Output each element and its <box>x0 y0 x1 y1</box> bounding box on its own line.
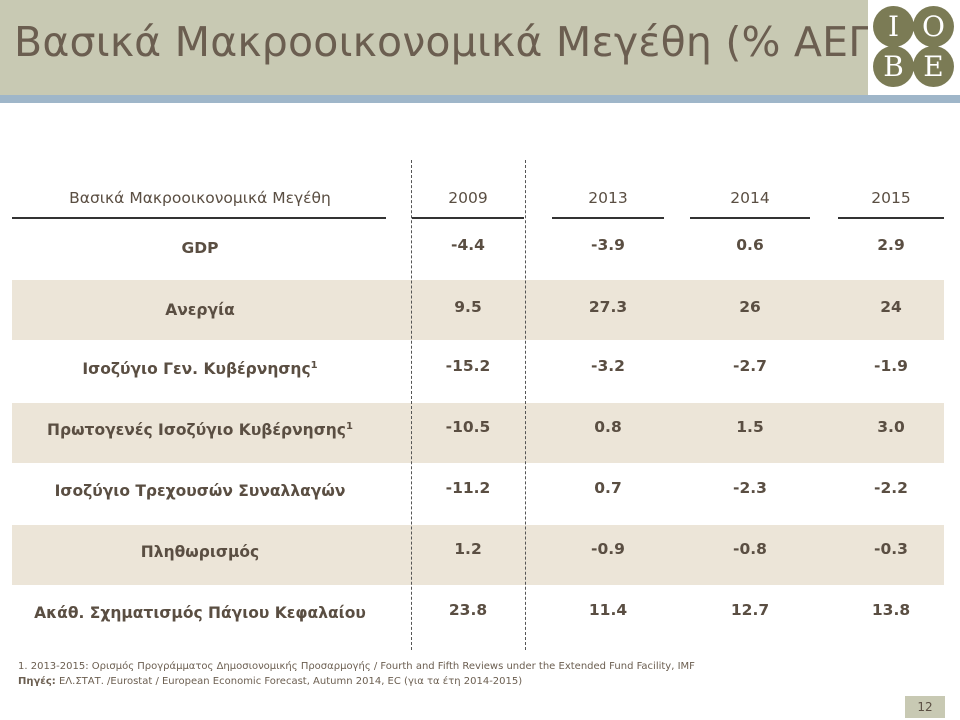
logo-letter-o: O <box>913 6 954 47</box>
table-cell: 3.0 <box>877 418 905 436</box>
sources-label: Πηγές: <box>18 676 56 687</box>
table-row-label: Πρωτογενές Ισοζύγιο Κυβέρνησης1 <box>47 421 353 440</box>
year-header-2009: 2009 <box>448 189 488 207</box>
table-row-label: GDP <box>181 239 219 258</box>
header-rule <box>838 217 944 219</box>
table-cell: -3.9 <box>591 236 625 254</box>
table-header-label: Βασικά Μακροοικονομικά Μεγέθη <box>69 189 331 207</box>
logo-letter-e: E <box>913 46 954 87</box>
table-cell: 26 <box>739 298 761 316</box>
header-rule <box>12 217 386 219</box>
page-title: Βασικά Μακροοικονομικά Μεγέθη (% ΑΕΠ) <box>14 18 896 66</box>
table-cell: -1.9 <box>874 357 908 375</box>
table-cell: 13.8 <box>871 601 911 619</box>
header-rule <box>412 217 524 219</box>
sources-text: ΕΛ.ΣΤΑΤ. /Eurostat / European Economic F… <box>55 676 523 687</box>
table-row-label: Ισοζύγιο Τρεχουσών Συναλλαγών <box>54 482 346 501</box>
table-cell: 1.5 <box>736 418 764 436</box>
table-cell: 0.6 <box>736 236 764 254</box>
header-rule <box>690 217 810 219</box>
table-cell: -10.5 <box>445 418 491 436</box>
header-rule <box>552 217 664 219</box>
table-cell: 12.7 <box>730 601 770 619</box>
table-cell: 1.2 <box>454 540 482 558</box>
table-cell: -2.2 <box>874 479 908 497</box>
table-cell: -0.9 <box>591 540 625 558</box>
row-band <box>12 403 944 463</box>
page-number: 12 <box>905 696 945 718</box>
table-cell: 0.7 <box>594 479 622 497</box>
table-cell: -3.2 <box>591 357 625 375</box>
table-row-label: Ακάθ. Σχηματισμός Πάγιου Κεφαλαίου <box>34 604 366 623</box>
iobe-logo: I O B E <box>868 0 960 95</box>
header-bar: Βασικά Μακροοικονομικά Μεγέθη (% ΑΕΠ) <box>0 0 895 95</box>
accent-bar <box>0 95 960 103</box>
table-row-label: Ανεργία <box>165 301 235 320</box>
table-cell: 11.4 <box>588 601 628 619</box>
table-cell: -0.8 <box>733 540 767 558</box>
table-cell: -15.2 <box>445 357 491 375</box>
table-cell: -11.2 <box>445 479 491 497</box>
year-header-2013: 2013 <box>588 189 628 207</box>
year-header-2015: 2015 <box>871 189 911 207</box>
logo-letter-b: B <box>873 46 914 87</box>
table-cell: -4.4 <box>451 236 485 254</box>
table-cell: 23.8 <box>448 601 488 619</box>
sources-note: Πηγές: ΕΛ.ΣΤΑΤ. /Eurostat / European Eco… <box>18 676 522 687</box>
row-band <box>12 280 944 340</box>
row-band <box>12 525 944 585</box>
column-divider-dashed <box>411 160 412 650</box>
table-cell: -2.3 <box>733 479 767 497</box>
year-header-2014: 2014 <box>730 189 770 207</box>
table-cell: 27.3 <box>588 298 628 316</box>
table-cell: -0.3 <box>874 540 908 558</box>
table-cell: 2.9 <box>877 236 905 254</box>
footnote: 1. 2013-2015: Ορισμός Προγράμματος Δημοσ… <box>18 661 695 672</box>
table-row-label: Πληθωρισμός <box>140 543 260 562</box>
table-row-label: Ισοζύγιο Γεν. Κυβέρνησης1 <box>82 360 318 379</box>
table-cell: 24 <box>880 298 902 316</box>
table-cell: 0.8 <box>594 418 622 436</box>
logo-letter-i: I <box>873 6 914 47</box>
table-cell: 9.5 <box>454 298 482 316</box>
table-cell: -2.7 <box>733 357 767 375</box>
column-divider-dashed <box>525 160 526 650</box>
